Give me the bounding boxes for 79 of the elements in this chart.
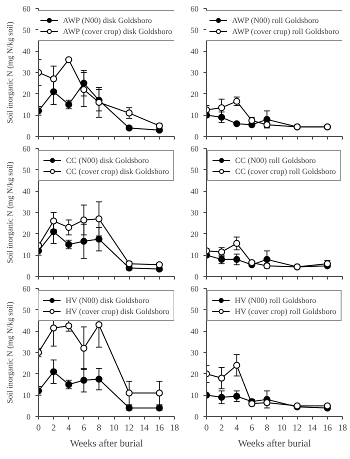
legend-label: HV (N00) roll Goldsboro bbox=[234, 295, 316, 305]
x-tick-label: 12 bbox=[124, 422, 134, 432]
y-tick-label: 50 bbox=[22, 166, 30, 175]
y-tick-label: 20 bbox=[22, 370, 30, 379]
legend-label: CC (N00) roll Goldsboro bbox=[235, 155, 316, 165]
y-tick-label: 20 bbox=[22, 90, 30, 99]
y-axis-title: Soil inorganic N (mg N/kg soil) bbox=[6, 301, 14, 404]
y-tick-label: 10 bbox=[190, 251, 198, 260]
y-tick-label: 20 bbox=[190, 370, 198, 379]
y-tick-label: 10 bbox=[190, 111, 198, 120]
y-tick-label: 30 bbox=[22, 348, 30, 358]
legend-label: AWP (cover crop) roll Goldsboro bbox=[232, 26, 340, 36]
x-axis-title: Weeks after burial bbox=[238, 438, 312, 450]
legend-label: CC (cover crop) roll Goldsboro bbox=[235, 166, 336, 176]
y-tick-label: 40 bbox=[22, 327, 30, 336]
y-tick-label: 60 bbox=[190, 144, 198, 154]
y-tick-label: 0 bbox=[26, 412, 30, 422]
y-axis-title: Soil inorganic N (mg N/kg soil) bbox=[6, 161, 14, 264]
x-tick-label: 18 bbox=[170, 422, 180, 432]
x-tick-label: 6 bbox=[82, 422, 87, 432]
y-tick-label: 60 bbox=[22, 4, 30, 14]
y-tick-label: 20 bbox=[190, 230, 198, 239]
y-tick-label: 60 bbox=[22, 144, 30, 154]
y-tick-label: 60 bbox=[22, 284, 30, 294]
x-axis-title: Weeks after burial bbox=[70, 438, 144, 450]
y-tick-label: 0 bbox=[26, 132, 30, 142]
legend-label: HV (N00) disk Goldsboro bbox=[66, 295, 150, 305]
x-tick-label: 10 bbox=[278, 422, 288, 432]
x-tick-label: 14 bbox=[308, 422, 318, 432]
x-tick-label: 6 bbox=[250, 422, 255, 432]
x-tick-label: 8 bbox=[264, 422, 270, 432]
y-tick-label: 10 bbox=[22, 391, 30, 400]
legend-label: AWP (N00) disk Goldsboro bbox=[62, 15, 152, 25]
x-tick-label: 8 bbox=[96, 422, 102, 432]
y-tick-label: 0 bbox=[194, 412, 198, 422]
y-tick-label: 50 bbox=[190, 26, 198, 35]
x-tick-label: 2 bbox=[51, 422, 56, 432]
y-tick-label: 40 bbox=[190, 187, 198, 196]
legend-label: CC (cover crop) disk Goldsboro bbox=[66, 166, 170, 176]
y-tick-label: 40 bbox=[190, 327, 198, 336]
y-tick-label: 60 bbox=[190, 284, 198, 294]
y-tick-label: 50 bbox=[22, 306, 30, 315]
y-tick-label: 10 bbox=[22, 111, 30, 120]
y-tick-label: 40 bbox=[190, 47, 198, 56]
y-tick-label: 30 bbox=[22, 68, 30, 78]
x-tick-label: 16 bbox=[154, 422, 164, 432]
y-tick-label: 0 bbox=[194, 272, 198, 282]
x-tick-label: 16 bbox=[322, 422, 332, 432]
y-tick-label: 30 bbox=[190, 208, 198, 218]
y-tick-label: 40 bbox=[22, 187, 30, 196]
y-tick-label: 20 bbox=[190, 90, 198, 99]
y-tick-label: 20 bbox=[22, 230, 30, 239]
y-tick-label: 10 bbox=[190, 391, 198, 400]
x-tick-label: 12 bbox=[292, 422, 302, 432]
y-tick-label: 60 bbox=[190, 4, 198, 14]
y-tick-label: 30 bbox=[190, 68, 198, 78]
legend-label: AWP (N00) roll Goldsboro bbox=[232, 15, 319, 25]
y-axis-title: Soil inorganic N (mg N/kg soil) bbox=[6, 21, 14, 124]
y-tick-label: 0 bbox=[194, 132, 198, 142]
y-tick-label: 30 bbox=[22, 208, 30, 218]
y-tick-label: 0 bbox=[26, 272, 30, 282]
legend-label: HV (cover crop) roll Goldsboro bbox=[234, 306, 336, 316]
x-tick-label: 4 bbox=[66, 422, 72, 432]
y-tick-label: 10 bbox=[22, 251, 30, 260]
legend-label: HV (cover crop) disk Goldsboro bbox=[66, 306, 170, 316]
x-tick-label: 0 bbox=[36, 422, 42, 432]
x-tick-label: 10 bbox=[110, 422, 120, 432]
x-tick-label: 14 bbox=[140, 422, 150, 432]
legend-label: CC (N00) disk Goldsboro bbox=[66, 155, 149, 165]
y-tick-label: 30 bbox=[190, 348, 198, 358]
y-tick-label: 50 bbox=[190, 166, 198, 175]
y-tick-label: 50 bbox=[190, 306, 198, 315]
x-tick-label: 0 bbox=[204, 422, 210, 432]
x-tick-label: 4 bbox=[234, 422, 240, 432]
y-tick-label: 40 bbox=[22, 47, 30, 56]
legend-label: AWP (cover crop) disk Goldsboro bbox=[62, 26, 172, 36]
x-tick-label: 2 bbox=[219, 422, 224, 432]
x-tick-label: 18 bbox=[338, 422, 348, 432]
y-tick-label: 50 bbox=[22, 26, 30, 35]
